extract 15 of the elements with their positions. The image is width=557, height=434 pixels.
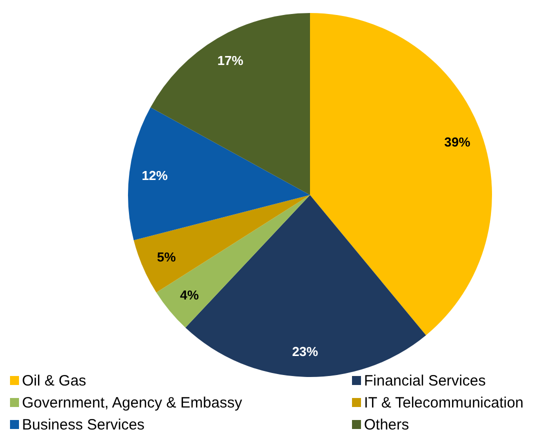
legend-label: Oil & Gas xyxy=(22,372,86,390)
data-label: 17% xyxy=(217,52,244,68)
legend-label: Financial Services xyxy=(364,372,486,390)
pie-slice xyxy=(128,107,310,240)
legend-label: Others xyxy=(364,416,410,434)
legend-label: IT & Telecommunication xyxy=(364,394,524,412)
pie-slice xyxy=(156,195,310,328)
legend-label: Business Services xyxy=(22,416,145,434)
data-label: 5% xyxy=(156,250,176,265)
data-label: 39% xyxy=(444,134,471,150)
data-label: 12% xyxy=(142,168,168,183)
data-label: 23% xyxy=(292,344,319,359)
legend-label: Government, Agency & Embassy xyxy=(22,394,243,412)
data-label: 4% xyxy=(180,287,200,302)
pie-slice xyxy=(310,13,492,336)
